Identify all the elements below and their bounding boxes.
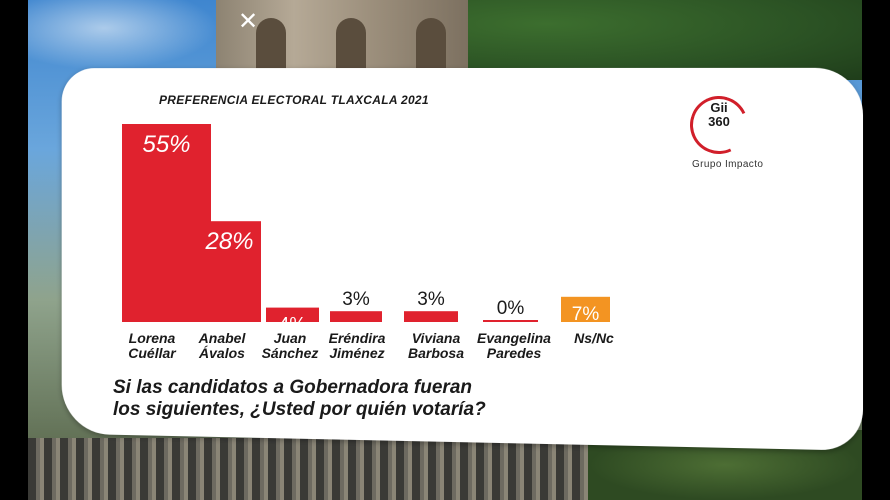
bar-value-label: 3% xyxy=(417,289,445,310)
bar xyxy=(404,311,458,322)
category-label: Jiménez xyxy=(329,345,384,361)
category-label: Lorena xyxy=(129,330,176,346)
category-label: Juan xyxy=(274,330,307,346)
bar-value-label: 55% xyxy=(142,131,190,158)
question-line1: Si las candidatos a Gobernadora fueran xyxy=(113,377,486,399)
bar-value-label: 3% xyxy=(342,289,370,310)
question-line2: los siguientes, ¿Usted por quién votaría… xyxy=(113,399,486,421)
category-label: Ávalos xyxy=(198,345,245,361)
category-label: Cuéllar xyxy=(128,345,177,361)
category-label: Barbosa xyxy=(408,345,464,361)
category-label: Anabel xyxy=(198,330,247,346)
category-label: Viviana xyxy=(412,330,461,346)
bar-value-label: 0% xyxy=(497,298,525,319)
survey-question: Si las candidatos a Gobernadora fueran l… xyxy=(113,377,486,421)
bar-value-label: 28% xyxy=(204,228,253,255)
bar xyxy=(330,311,382,322)
category-label: Eréndira xyxy=(329,330,386,346)
bar-value-label: 7% xyxy=(572,304,600,325)
category-label: Sánchez xyxy=(262,345,319,361)
bar xyxy=(483,320,538,322)
category-label: Ns/Nc xyxy=(574,330,614,346)
category-label: Evangelina xyxy=(477,330,551,346)
category-label: Paredes xyxy=(487,345,542,361)
